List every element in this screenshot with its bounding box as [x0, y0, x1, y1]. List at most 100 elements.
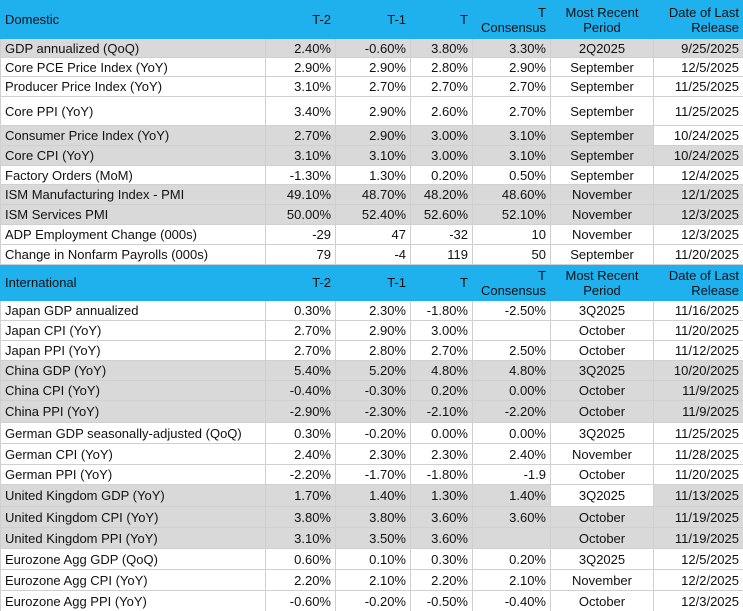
table-cell: 3.10%: [265, 527, 336, 549]
table-cell: 2.40%: [265, 443, 336, 465]
table-cell: 52.10%: [472, 204, 551, 225]
table-row: German GDP seasonally-adjusted (QoQ) 0.30…: [0, 422, 743, 444]
table-cell: November: [550, 204, 654, 225]
table-cell: 48.60%: [472, 184, 551, 205]
table-cell: 3.50%: [335, 527, 411, 549]
table-cell: 52.60%: [410, 204, 473, 225]
table-cell: 0.30%: [265, 422, 336, 444]
table-cell: 11/13/2025: [653, 484, 743, 507]
table-row: Japan GDP annualized 0.30% 2.30% -1.80% -2.5…: [0, 300, 743, 321]
indicator-name: Japan CPI (YoY): [0, 320, 266, 341]
table-cell: 2.40%: [265, 38, 336, 58]
table-cell: 11/12/2025: [653, 340, 743, 361]
table-cell: October: [550, 320, 654, 341]
table-cell: 0.30%: [410, 548, 473, 570]
table-row: ADP Employment Change (000s) -29 47 -32 10 No…: [0, 224, 743, 245]
table-cell: -1.70%: [335, 464, 411, 485]
header-cell: Most Recent Period: [550, 0, 654, 39]
table-cell: 12/5/2025: [653, 57, 743, 77]
table-cell: 2.90%: [335, 320, 411, 341]
header-cell: Date of Last Release: [653, 0, 743, 39]
table-cell: October: [550, 527, 654, 549]
table-cell: -1.9: [472, 464, 551, 485]
header-cell: T: [410, 264, 473, 301]
table-cell: -1.80%: [410, 300, 473, 321]
table-cell: -0.20%: [335, 590, 411, 611]
indicator-name: China CPI (YoY): [0, 380, 266, 401]
indicator-name: China PPI (YoY): [0, 400, 266, 423]
table-row: China CPI (YoY) -0.40% -0.30% 0.20% 0.00% Oct…: [0, 380, 743, 401]
indicator-name: Core PPI (YoY): [0, 96, 266, 126]
table-row: Consumer Price Index (YoY) 2.70% 2.90% 3.00…: [0, 125, 743, 146]
table-cell: 5.20%: [335, 360, 411, 381]
table-cell: September: [550, 76, 654, 97]
table-cell: October: [550, 464, 654, 485]
table-cell: 12/3/2025: [653, 224, 743, 245]
table-cell: 3.00%: [410, 145, 473, 166]
table-cell: 3.30%: [472, 38, 551, 58]
table-cell: -2.50%: [472, 300, 551, 321]
indicator-name: GDP annualized (QoQ): [0, 38, 266, 58]
table-cell: November: [550, 224, 654, 245]
table-cell: 2.70%: [265, 340, 336, 361]
table-cell: 3.00%: [410, 125, 473, 146]
table-cell: -4: [335, 244, 411, 265]
table-cell: 0.00%: [472, 380, 551, 401]
table-cell: October: [550, 340, 654, 361]
table-row: German PPI (YoY) -2.20% -1.70% -1.80% -1.9 Oc…: [0, 464, 743, 485]
indicator-name: ISM Manufacturing Index - PMI: [0, 184, 266, 205]
table-cell: 2.70%: [472, 96, 551, 126]
table-cell: 2.80%: [335, 340, 411, 361]
table-cell: 10/24/2025: [653, 125, 743, 146]
table-cell: 3.10%: [335, 145, 411, 166]
table-cell: 3.10%: [265, 145, 336, 166]
table-row: Eurozone Agg PPI (YoY) -0.60% -0.20% -0.50%…: [0, 590, 743, 611]
header-cell: T Consensus: [472, 0, 551, 39]
table-cell: 2.80%: [410, 57, 473, 77]
table-cell: 1.40%: [335, 484, 411, 507]
indicator-name: Factory Orders (MoM): [0, 165, 266, 185]
table-row: Producer Price Index (YoY) 3.10% 2.70% 2.70…: [0, 76, 743, 97]
indicator-name: China GDP (YoY): [0, 360, 266, 381]
header-cell: Date of Last Release: [653, 264, 743, 301]
table-cell: -0.20%: [335, 422, 411, 444]
table-cell: -2.20%: [265, 464, 336, 485]
table-cell: 10: [472, 224, 551, 245]
table-cell: 3.10%: [265, 76, 336, 97]
table-cell: November: [550, 569, 654, 591]
table-cell: 2.70%: [410, 76, 473, 97]
header-cell: T: [410, 0, 473, 39]
table-cell: 2.70%: [265, 125, 336, 146]
table-cell: 0.00%: [472, 422, 551, 444]
table-cell: 2.70%: [335, 76, 411, 97]
table-cell: -32: [410, 224, 473, 245]
indicator-name: Change in Nonfarm Payrolls (000s): [0, 244, 266, 265]
table-cell: 119: [410, 244, 473, 265]
table-cell: -0.40%: [472, 590, 551, 611]
table-cell: 52.40%: [335, 204, 411, 225]
table-cell: 48.20%: [410, 184, 473, 205]
table-row: United Kingdom GDP (YoY) 1.70% 1.40% 1.30% 1…: [0, 484, 743, 507]
table-cell: 11/20/2025: [653, 320, 743, 341]
table-cell: 2.90%: [335, 57, 411, 77]
table-cell: 2.30%: [335, 443, 411, 465]
table-cell: 2Q2025: [550, 38, 654, 58]
table-cell: 4.80%: [472, 360, 551, 381]
table-cell: 3.80%: [265, 506, 336, 528]
header-cell: T-2: [265, 0, 336, 39]
table-cell: -0.60%: [335, 38, 411, 58]
table-cell: 2.20%: [410, 569, 473, 591]
indicator-name: German CPI (YoY): [0, 443, 266, 465]
table-cell: 3.60%: [410, 506, 473, 528]
table-cell: October: [550, 400, 654, 423]
header-cell: T-1: [335, 264, 411, 301]
table-cell: 3Q2025: [550, 548, 654, 570]
table-cell: 0.20%: [410, 380, 473, 401]
table-row: GDP annualized (QoQ) 2.40% -0.60% 3.80% 3.30…: [0, 38, 743, 58]
indicator-name: Eurozone Agg GDP (QoQ): [0, 548, 266, 570]
table-row: Core CPI (YoY) 3.10% 3.10% 3.00% 3.10% Septem…: [0, 145, 743, 166]
table-cell: 3.10%: [472, 145, 551, 166]
